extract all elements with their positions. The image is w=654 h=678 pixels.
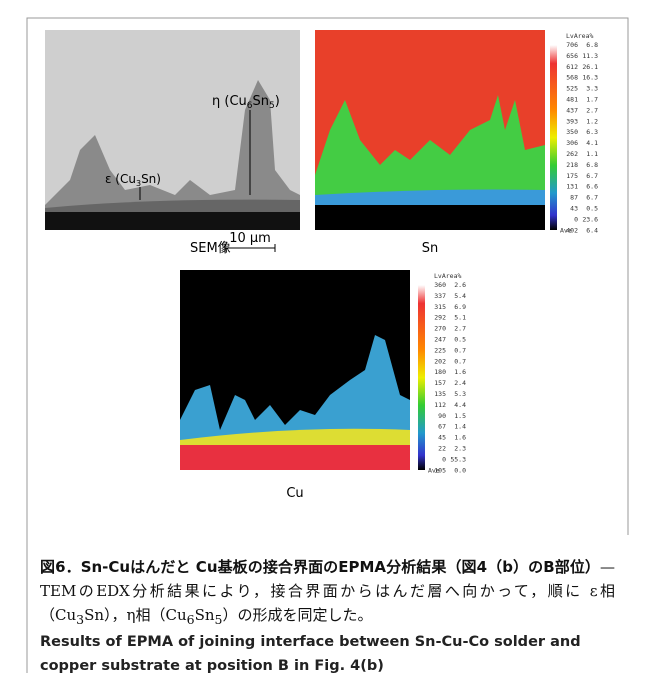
legend-level: 656 xyxy=(566,52,578,60)
legend-area: 2.4 xyxy=(454,379,466,387)
legend-level: 135 xyxy=(434,390,446,398)
epsilon-label: ε (Cu3Sn) xyxy=(105,172,161,188)
legend-area: 6.7 xyxy=(586,194,598,202)
legend-level: 337 xyxy=(434,292,446,300)
legend-area: 5.1 xyxy=(454,314,466,322)
legend-ave-area: 6.4 xyxy=(586,226,598,234)
legend-level: 90 xyxy=(438,412,446,420)
legend-level: 131 xyxy=(566,183,578,191)
legend-level: 315 xyxy=(434,303,446,311)
legend-area: 6.6 xyxy=(586,183,598,191)
legend-level: 0 xyxy=(574,215,578,223)
frame xyxy=(26,17,629,673)
legend-level: 202 xyxy=(434,357,446,365)
legend-area: 0.5 xyxy=(454,336,466,344)
legend-level: 568 xyxy=(566,74,578,82)
legend-area: 1.4 xyxy=(454,423,466,431)
legend-area: 2.7 xyxy=(454,325,466,333)
legend-level: 218 xyxy=(566,161,578,169)
legend-level: 157 xyxy=(434,379,446,387)
legend-area: 11.3 xyxy=(582,52,598,60)
legend-area: 2.7 xyxy=(586,106,598,114)
legend-level: 350 xyxy=(566,128,578,136)
legend-area: 5.3 xyxy=(454,390,466,398)
caption-jp: 図6．Sn-Cuはんだと Cu基板の接合界面のEPMA分析結果（図4（b）のB部… xyxy=(40,558,615,627)
legend-area: 1.2 xyxy=(586,117,598,125)
legend-ave: 402 xyxy=(566,226,578,234)
sn-map xyxy=(315,30,557,230)
legend-area: 1.6 xyxy=(454,368,466,376)
legend-ave-label: Ave xyxy=(428,466,440,474)
legend-level: 360 xyxy=(434,281,446,289)
legend-level: 525 xyxy=(566,85,578,93)
legend-ave: 105 xyxy=(434,466,446,474)
legend-area: 16.3 xyxy=(582,74,598,82)
cu-label: Cu xyxy=(286,486,303,501)
legend-level: 393 xyxy=(566,117,578,125)
legend-level: 0 xyxy=(442,455,446,463)
legend-level: 247 xyxy=(434,336,446,344)
legend-level: 112 xyxy=(434,401,446,409)
legend-area: 6.7 xyxy=(586,172,598,180)
legend-area: 3.3 xyxy=(586,85,598,93)
legend-area: 1.5 xyxy=(454,412,466,420)
legend-area: 4.1 xyxy=(586,139,598,147)
caption-en: Results of EPMA of joining interface bet… xyxy=(40,634,581,674)
sem-image: η (Cu6Sn5) ε (Cu3Sn) xyxy=(45,30,300,230)
legend-level: 45 xyxy=(438,434,446,442)
legend-level: 481 xyxy=(566,96,578,104)
scale-bar-label: 10 μm xyxy=(229,231,271,246)
legend-area: 2.3 xyxy=(454,445,466,453)
legend-area: 0.7 xyxy=(454,346,466,354)
legend-header: LvArea% xyxy=(434,272,461,280)
legend-level: 175 xyxy=(566,172,578,180)
legend-ave-label: Ave xyxy=(560,226,572,234)
legend-area: 6.3 xyxy=(586,128,598,136)
legend-area: 55.3 xyxy=(450,455,466,463)
legend-level: 180 xyxy=(434,368,446,376)
legend-level: 437 xyxy=(566,106,578,114)
legend-level: 67 xyxy=(438,423,446,431)
legend-level: 22 xyxy=(438,445,446,453)
legend-header: LvArea% xyxy=(566,32,593,40)
legend-area: 4.4 xyxy=(454,401,466,409)
legend-level: 706 xyxy=(566,41,578,49)
legend-level: 87 xyxy=(570,194,578,202)
eta-label: η (Cu6Sn5) xyxy=(212,94,280,111)
sem-label: SEM像 xyxy=(190,241,231,256)
legend-area: 1.6 xyxy=(454,434,466,442)
legend-level: 225 xyxy=(434,346,446,354)
cu-map xyxy=(180,270,425,470)
legend-area: 5.4 xyxy=(454,292,466,300)
legend-area: 6.8 xyxy=(586,41,598,49)
legend-area: 1.7 xyxy=(586,96,598,104)
legend-area: 0.7 xyxy=(454,357,466,365)
legend-area: 6.9 xyxy=(454,303,466,311)
legend-level: 43 xyxy=(570,205,578,213)
legend-level: 292 xyxy=(434,314,446,322)
legend-level: 306 xyxy=(566,139,578,147)
legend-area: 1.1 xyxy=(586,150,598,158)
sn-label: Sn xyxy=(422,241,439,256)
legend-area: 2.6 xyxy=(454,281,466,289)
legend-level: 270 xyxy=(434,325,446,333)
legend-level: 612 xyxy=(566,63,578,71)
legend-level: 262 xyxy=(566,150,578,158)
legend-area: 6.8 xyxy=(586,161,598,169)
legend-area: 0.5 xyxy=(586,205,598,213)
legend-ave-area: 0.0 xyxy=(454,466,466,474)
legend-area: 23.6 xyxy=(582,215,598,223)
legend-area: 26.1 xyxy=(582,63,598,71)
